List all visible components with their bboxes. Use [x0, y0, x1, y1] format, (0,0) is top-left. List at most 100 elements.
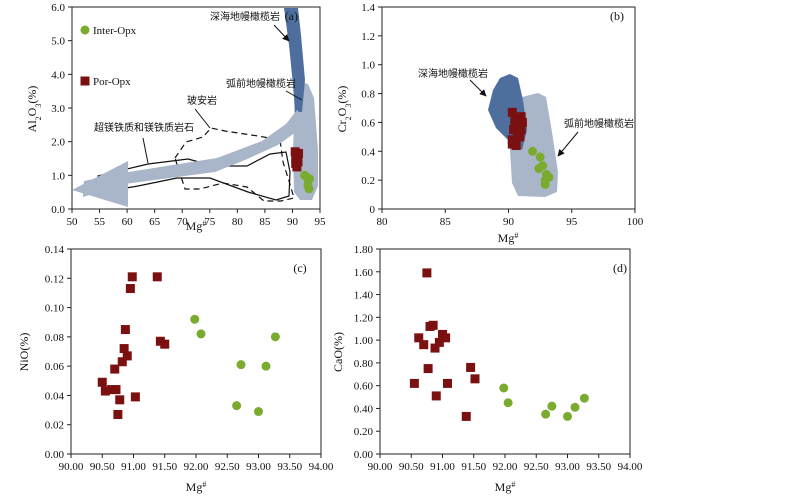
panel-d-ytick-label: 1.60 [354, 267, 374, 279]
panel-a-xtick-label: 55 [94, 216, 106, 228]
panel-c-ytick-label: 0.02 [45, 420, 64, 432]
anno-b-forearc: 弧前地幔橄榄岩 [564, 117, 634, 130]
legend-por-opx-label: Por-Opx [93, 76, 131, 88]
panel-c-inter-opx-point [190, 314, 200, 324]
panel-c-label: (c) [293, 261, 306, 275]
panel-a-xtick-label: 75 [204, 216, 216, 228]
anno-a-boninite-arrow [194, 108, 211, 129]
axis-d-ylabel: CaO(%) [331, 332, 345, 372]
axis-c-xlabel: Mg# [186, 480, 207, 495]
panel-d-inter-opx-point [503, 398, 513, 408]
panel-c-por-opx-point [100, 386, 110, 396]
panel-a-por-opx-point [292, 162, 302, 172]
panel-a-points [290, 147, 315, 194]
panel-d-ytick-label: 1.40 [354, 290, 374, 302]
panel-d-ytick-label: 0.60 [354, 381, 374, 393]
panel-d-inter-opx-point [541, 409, 551, 419]
panel-c-por-opx-point [113, 409, 123, 419]
panel-d-inter-opx-point [579, 393, 589, 403]
panel-a-por-opx-point [294, 148, 304, 158]
panel-a-label: (a) [285, 9, 298, 23]
panel-d-ytick-label: 0.20 [354, 426, 374, 438]
panel-c-por-opx-point [117, 357, 127, 367]
panel-d-xtick-label: 91.50 [461, 461, 486, 473]
panel-a-grid-ticks: 50 55 60 65 70 75 80 85 90 95 0.0 1.0 2.0 3.0 4.0 5.0 6.… [51, 2, 326, 228]
panel-c-ytick-label: 0.06 [45, 361, 65, 373]
panel-b-ytick-label: 0.4 [361, 146, 375, 158]
panel-c-grid-ticks: 90.00 90.50 91.00 91.50 92.00 92.50 93.00 93.50… [45, 244, 334, 473]
panel-c-inter-opx-point [236, 360, 246, 370]
panel-d-points [409, 268, 589, 421]
panel-a-ytick-label: 2.0 [51, 137, 65, 149]
panel-b-inter-opx-point [534, 164, 544, 174]
panel-c-por-opx-point [111, 385, 121, 395]
panel-a-boninite-field [174, 127, 295, 202]
panel-a-inter-opx-point [304, 184, 314, 194]
panel-a-abyssal-field [284, 8, 305, 112]
axis-c-ylabel: NiO(%) [17, 333, 31, 372]
panel-d-por-opx-point [423, 364, 433, 374]
panel-a-xtick-label: 70 [177, 216, 189, 228]
panel-d-ytick-label: 0.00 [354, 449, 374, 461]
panel-c-inter-opx-point [261, 361, 271, 371]
panel-c-por-opx-point [125, 284, 135, 294]
panel-a-xtick-label: 90 [287, 216, 299, 228]
panel-c-xtick-label: 94.00 [309, 461, 334, 473]
panel-d-xtick-label: 91.00 [430, 461, 455, 473]
panel-b-grid-ticks: 80 85 90 95 100 0 0.2 0.4 0.6 0.8 1.0 1.2 1.4 [361, 2, 644, 228]
panel-c-xtick-label: 92.50 [215, 461, 240, 473]
panel-d-por-opx-point [414, 333, 424, 343]
panel-d-por-opx-point [409, 378, 419, 388]
panel-a-xtick-label: 50 [67, 216, 79, 228]
panel-c-inter-opx-point [270, 332, 280, 342]
panel-d-xtick-label: 94.00 [618, 461, 643, 473]
panel-d-ytick-label: 0.40 [354, 403, 374, 415]
legend-por-opx-marker [80, 76, 90, 86]
panel-b-por-opx-point [516, 125, 526, 135]
panel-d-por-opx-point [428, 320, 438, 330]
panel-d-por-opx-point [419, 340, 429, 350]
panel-a-ytick-label: 1.0 [51, 170, 65, 182]
panel-d-plot-area [379, 248, 631, 455]
panel-b-xtick-label: 95 [566, 216, 578, 228]
panel-b-por-opx-point [507, 107, 517, 117]
panel-d-por-opx-point [443, 378, 452, 388]
panel-c-por-opx-point [152, 272, 162, 282]
panel-c-xtick-label: 90.00 [59, 461, 84, 473]
panel-a-xtick-label: 95 [315, 216, 327, 228]
anno-b-forearc-arrow [557, 131, 579, 157]
panel-d-inter-opx-point [570, 402, 580, 412]
panel-d-por-opx-point [470, 374, 480, 384]
axis-a-xlabel: Mg# [186, 219, 207, 234]
panel-b-por-opx-point [517, 117, 527, 127]
panel-a-por-opx-point [291, 154, 301, 163]
panel-c-por-opx-point [119, 344, 129, 354]
panel-b-ytick-label: 1.0 [361, 60, 375, 72]
panel-b-por-opx-point [511, 141, 521, 151]
panel-b-por-opx-point [516, 112, 526, 122]
panel-c: 90.00 90.50 91.00 91.50 92.00 92.50 93.00 93.50… [17, 244, 334, 494]
panel-b-ytick-label: 1.4 [361, 2, 375, 14]
panel-c-xtick-label: 93.50 [277, 461, 302, 473]
panel-d-por-opx-point [466, 362, 476, 372]
panel-a-ytick-label: 6.0 [51, 2, 65, 14]
anno-a-forearc: 弧前地幔橄榄岩 [226, 77, 296, 90]
anno-a-abyssal-arrow [273, 24, 290, 42]
panel-c-por-opx-point [122, 351, 132, 361]
panel-c-xtick-label: 90.50 [90, 461, 115, 473]
panel-c-points [97, 272, 280, 419]
panel-b-ytick-label: 0.2 [361, 175, 375, 187]
panel-b-inter-opx-point [528, 146, 538, 156]
panel-c-ytick-label: 0.12 [45, 273, 64, 285]
panel-a-ytick-label: 0.0 [51, 204, 65, 216]
anno-a-ultramafic-arrow [142, 137, 149, 164]
panel-d-inter-opx-point [499, 383, 509, 393]
panel-b-ytick-label: 0.8 [361, 89, 375, 101]
panel-c-xtick-label: 92.00 [184, 461, 209, 473]
axis-b-xlabel: Mg# [498, 231, 519, 246]
panel-b-por-opx-point [510, 120, 520, 130]
panel-a-ytick-label: 3.0 [51, 103, 65, 115]
panel-b-inter-opx-point [540, 179, 550, 189]
panel-c-plot-area [70, 248, 322, 455]
panel-a-xtick-label: 60 [122, 216, 134, 228]
